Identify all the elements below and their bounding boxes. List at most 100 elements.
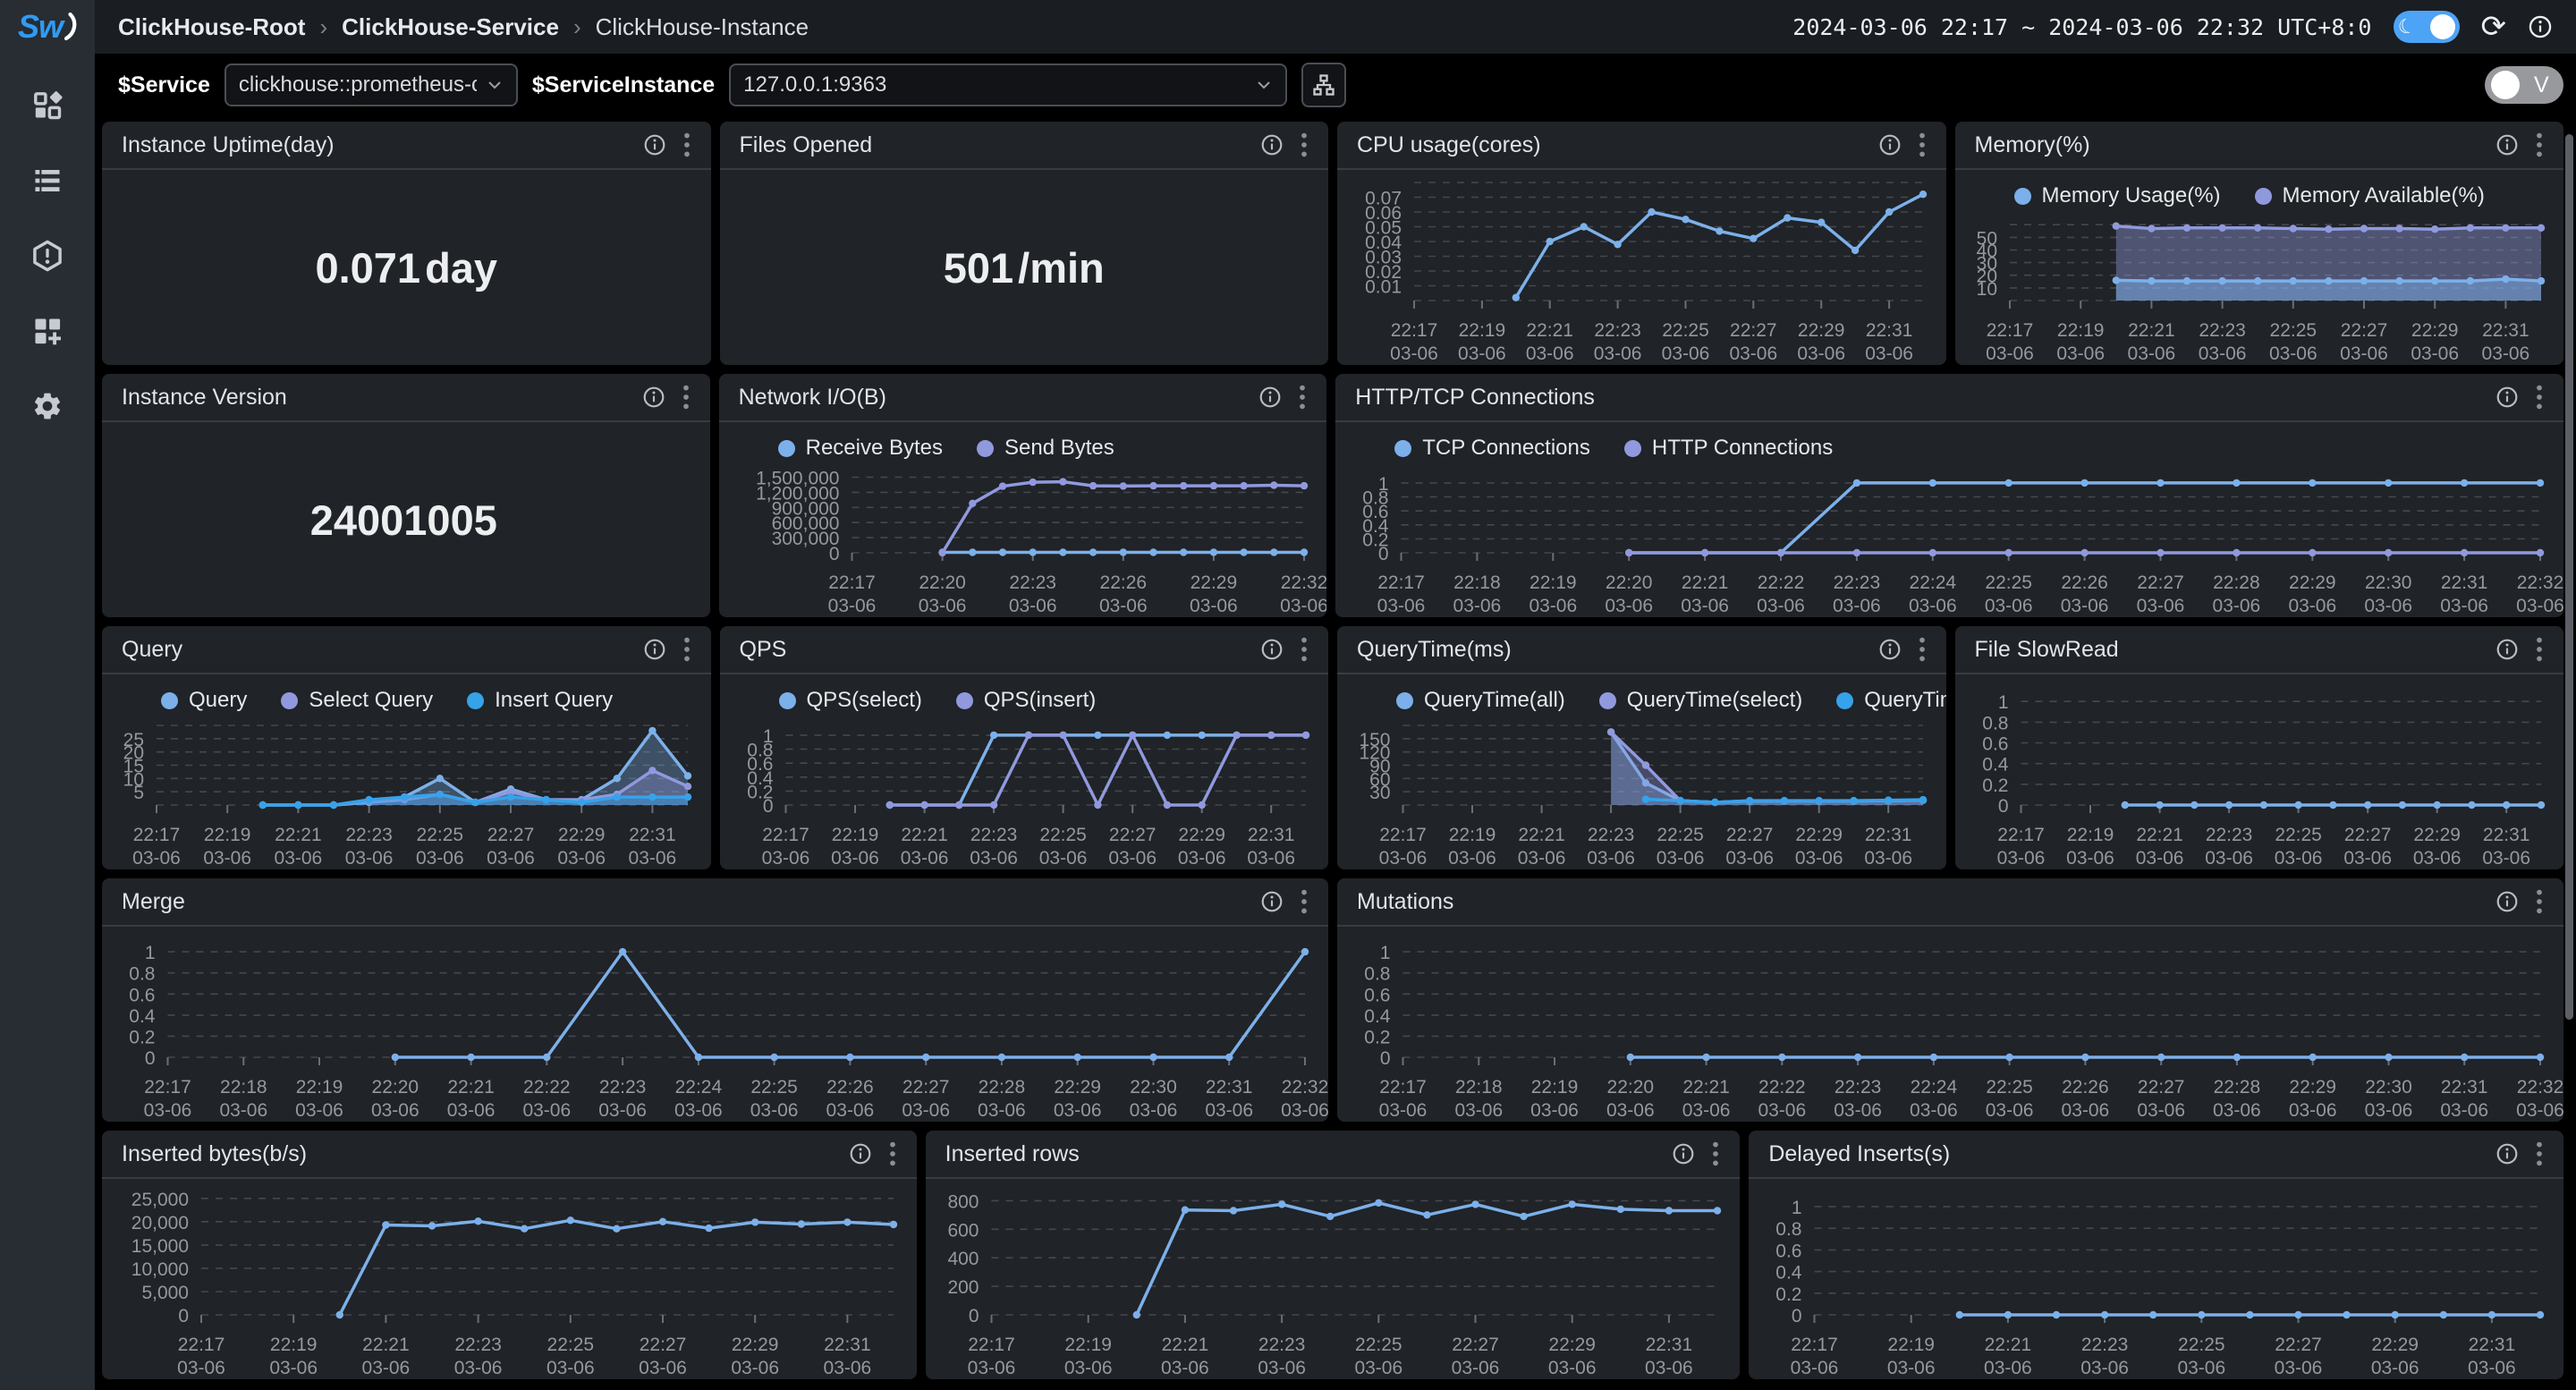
svg-text:03-06: 03-06 bbox=[2365, 596, 2413, 616]
legend-item[interactable]: Receive Bytes bbox=[777, 436, 943, 461]
svg-text:03-06: 03-06 bbox=[1390, 343, 1438, 364]
sidebar-item-list[interactable] bbox=[19, 156, 76, 206]
kebab-menu-icon[interactable] bbox=[1918, 131, 1927, 158]
info-icon[interactable] bbox=[1672, 1142, 1695, 1165]
info-icon[interactable] bbox=[1878, 133, 1902, 157]
info-icon[interactable] bbox=[2496, 890, 2519, 913]
info-icon[interactable] bbox=[643, 638, 666, 661]
kebab-menu-icon[interactable] bbox=[1298, 384, 1307, 411]
delayed-inserts-chart[interactable]: 22:17 03-06 22:19 03-06 22:21 03-06 22:23 03-06… bbox=[1749, 1179, 2563, 1379]
kebab-menu-icon[interactable] bbox=[682, 636, 691, 663]
svg-text:03-06: 03-06 bbox=[362, 1358, 411, 1378]
service-instance-select[interactable]: 127.0.0.1:9363 bbox=[729, 64, 1288, 106]
info-icon[interactable] bbox=[849, 1142, 872, 1165]
svg-text:03-06: 03-06 bbox=[1548, 1358, 1597, 1378]
legend-item[interactable]: Insert Query bbox=[467, 688, 613, 713]
svg-text:22:17: 22:17 bbox=[1391, 320, 1438, 341]
kebab-menu-icon[interactable] bbox=[2535, 888, 2544, 915]
svg-text:22:30: 22:30 bbox=[1130, 1077, 1177, 1098]
sidebar-item-alerting[interactable] bbox=[19, 231, 76, 281]
legend-item[interactable]: Memory Available(%) bbox=[2254, 183, 2485, 208]
legend-item[interactable]: Memory Usage(%) bbox=[2013, 183, 2221, 208]
memory-chart[interactable]: Memory Usage(%) Memory Available(%) 22:17 0… bbox=[1955, 170, 2564, 365]
svg-text:03-06: 03-06 bbox=[1008, 596, 1056, 616]
svg-text:600,000: 600,000 bbox=[771, 513, 839, 534]
scrollbar[interactable] bbox=[2565, 134, 2573, 1020]
info-icon[interactable] bbox=[1258, 386, 1282, 409]
sidebar-item-settings[interactable] bbox=[19, 381, 76, 431]
info-icon[interactable] bbox=[2528, 14, 2553, 39]
inserted-bytes-chart[interactable]: 22:17 03-06 22:19 03-06 22:21 03-06 22:23 03-06… bbox=[102, 1179, 917, 1379]
kebab-menu-icon[interactable] bbox=[2535, 1140, 2544, 1167]
refresh-icon[interactable]: ⟳ bbox=[2480, 10, 2507, 44]
skywalking-logo[interactable]: Sw bbox=[0, 0, 95, 54]
svg-text:03-06: 03-06 bbox=[2213, 1100, 2261, 1121]
kebab-menu-icon[interactable] bbox=[1300, 636, 1309, 663]
info-icon[interactable] bbox=[2496, 386, 2519, 409]
legend-item[interactable]: Send Bytes bbox=[977, 436, 1114, 461]
legend-item[interactable]: QPS(select) bbox=[778, 688, 922, 713]
svg-text:0: 0 bbox=[1380, 1048, 1391, 1069]
logo-text: Sw bbox=[17, 8, 64, 45]
svg-text:1,200,000: 1,200,000 bbox=[756, 483, 839, 504]
info-icon[interactable] bbox=[1260, 638, 1284, 661]
info-icon[interactable] bbox=[2496, 638, 2519, 661]
info-icon[interactable] bbox=[642, 386, 665, 409]
legend-item[interactable]: HTTP Connections bbox=[1623, 436, 1833, 461]
file-slowread-chart[interactable]: 22:17 03-06 22:19 03-06 22:21 03-06 22:23 03-06… bbox=[1955, 674, 2564, 869]
card-title: QueryTime(ms) bbox=[1357, 636, 1512, 662]
breadcrumb-root[interactable]: ClickHouse-Root bbox=[118, 13, 306, 40]
mutations-chart[interactable]: 22:17 03-06 22:18 03-06 22:19 03-06 22:20 03-06… bbox=[1337, 927, 2563, 1122]
time-range-picker[interactable]: 2024-03-06 22:17 ~ 2024-03-06 22:32 UTC+… bbox=[1792, 13, 2372, 40]
kebab-menu-icon[interactable] bbox=[1711, 1140, 1720, 1167]
connections-chart[interactable]: TCP Connections HTTP Connections 22:17 03-0… bbox=[1335, 422, 2564, 617]
info-icon[interactable] bbox=[1878, 638, 1902, 661]
legend-item[interactable]: QPS(insert) bbox=[955, 688, 1096, 713]
query-chart[interactable]: Query Select Query Insert Query 22:17 03-06 2… bbox=[102, 674, 711, 869]
info-icon[interactable] bbox=[1260, 890, 1284, 913]
svg-text:03-06: 03-06 bbox=[824, 1358, 872, 1378]
card-title: Files Opened bbox=[739, 131, 873, 157]
view-toggle[interactable]: V bbox=[2485, 66, 2563, 104]
info-icon[interactable] bbox=[2496, 133, 2519, 157]
kebab-menu-icon[interactable] bbox=[2535, 636, 2544, 663]
legend-item[interactable]: QueryTime(all) bbox=[1396, 688, 1565, 713]
legend-item[interactable]: Query bbox=[161, 688, 247, 713]
cpu-usage-chart[interactable]: 22:17 03-06 22:19 03-06 22:21 03-06 22:23 03-06… bbox=[1337, 170, 1946, 365]
info-icon[interactable] bbox=[1260, 133, 1284, 157]
kebab-menu-icon[interactable] bbox=[1300, 888, 1309, 915]
info-icon[interactable] bbox=[2496, 1142, 2519, 1165]
card-title: HTTP/TCP Connections bbox=[1355, 384, 1595, 410]
svg-text:03-06: 03-06 bbox=[2137, 596, 2185, 616]
legend-item[interactable]: QueryTime(insert) bbox=[1836, 688, 1946, 713]
inserted-rows-chart[interactable]: 22:17 03-06 22:19 03-06 22:21 03-06 22:23 03-06… bbox=[926, 1179, 1741, 1379]
kebab-menu-icon[interactable] bbox=[2535, 384, 2544, 411]
svg-text:03-06: 03-06 bbox=[1985, 596, 2033, 616]
kebab-menu-icon[interactable] bbox=[1918, 636, 1927, 663]
qps-chart[interactable]: QPS(select) QPS(insert) 22:17 03-06 22:19 03-… bbox=[720, 674, 1329, 869]
querytime-chart[interactable]: QueryTime(all) QueryTime(select) QueryTime… bbox=[1337, 674, 1946, 869]
kebab-menu-icon[interactable] bbox=[2535, 131, 2544, 158]
legend-item[interactable]: Select Query bbox=[281, 688, 433, 713]
svg-text:22:21: 22:21 bbox=[362, 1335, 410, 1355]
dark-mode-toggle[interactable]: ☾ bbox=[2393, 11, 2460, 43]
breadcrumb-service[interactable]: ClickHouse-Service bbox=[342, 13, 559, 40]
info-icon[interactable] bbox=[643, 133, 666, 157]
svg-text:22:23: 22:23 bbox=[1835, 1077, 1882, 1098]
sidebar-item-widgets[interactable] bbox=[19, 306, 76, 356]
merge-chart[interactable]: 22:17 03-06 22:18 03-06 22:19 03-06 22:20 03-06… bbox=[102, 927, 1328, 1122]
topology-button[interactable] bbox=[1301, 63, 1347, 107]
svg-text:22:25: 22:25 bbox=[2178, 1335, 2225, 1355]
legend-item[interactable]: TCP Connections bbox=[1394, 436, 1590, 461]
kebab-menu-icon[interactable] bbox=[888, 1140, 897, 1167]
service-select[interactable]: clickhouse::prometheus-clickho bbox=[224, 64, 518, 106]
svg-text:03-06: 03-06 bbox=[269, 1358, 318, 1378]
kebab-menu-icon[interactable] bbox=[1300, 131, 1309, 158]
svg-text:03-06: 03-06 bbox=[2481, 343, 2529, 364]
legend-item[interactable]: QueryTime(select) bbox=[1598, 688, 1802, 713]
svg-text:22:29: 22:29 bbox=[732, 1335, 779, 1355]
kebab-menu-icon[interactable] bbox=[682, 131, 691, 158]
kebab-menu-icon[interactable] bbox=[682, 384, 691, 411]
sidebar-item-dashboard[interactable] bbox=[19, 81, 76, 131]
network-io-chart[interactable]: Receive Bytes Send Bytes 22:17 03-06 22:20 03… bbox=[719, 422, 1327, 617]
